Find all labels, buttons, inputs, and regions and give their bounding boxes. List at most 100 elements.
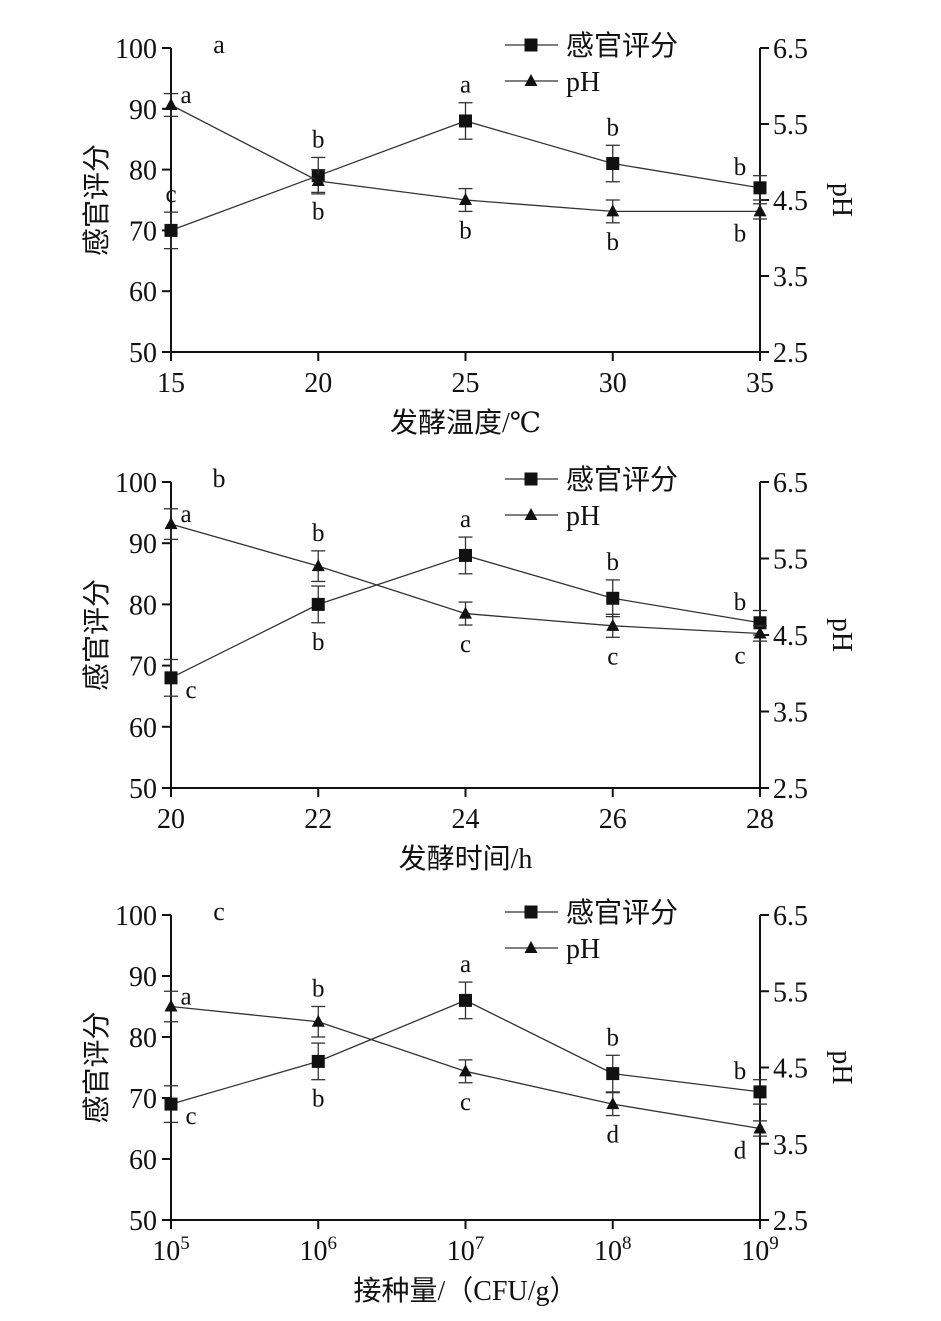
legend-label: 感官评分 xyxy=(566,897,678,929)
right-tick-label: 3.5 xyxy=(773,1130,808,1161)
legend-triangle-marker xyxy=(524,74,538,86)
data-point-square xyxy=(606,591,620,605)
data-point-square xyxy=(311,1054,325,1068)
significance-letter: b xyxy=(459,217,472,244)
right-tick-label: 5.5 xyxy=(773,110,808,141)
legend-triangle-marker xyxy=(524,941,538,953)
significance-letter: c xyxy=(185,677,196,704)
significance-letter: b xyxy=(734,1058,747,1085)
significance-letter: b xyxy=(607,229,620,256)
data-point-square xyxy=(459,548,472,562)
x-tick-base: 10 xyxy=(594,1236,622,1267)
significance-letter: b xyxy=(312,520,325,547)
right-tick-label: 4.5 xyxy=(773,1054,808,1085)
legend-triangle-marker xyxy=(524,508,538,520)
x-axis-title: 接种量/（CFU/g） xyxy=(353,1275,577,1307)
significance-letter: a xyxy=(180,501,191,528)
significance-letter: c xyxy=(734,642,745,669)
significance-letter: b xyxy=(312,1086,325,1113)
chart-panel-b: 50 60 70 80 90 100 2.5 3.5 4.5 5.5 6.5 20 22 24 26 28 发酵… xyxy=(81,464,857,875)
significance-letter: d xyxy=(607,1122,620,1149)
right-tick-label: 2.5 xyxy=(773,774,808,805)
right-tick-label: 3.5 xyxy=(773,698,808,729)
significance-letter: c xyxy=(165,181,176,208)
left-axis-title: 感官评分 xyxy=(81,1011,113,1123)
left-tick-label: 100 xyxy=(115,901,157,932)
x-tick-label: 108 xyxy=(594,1233,632,1267)
right-tick-label: 6.5 xyxy=(773,468,808,499)
left-tick-label: 50 xyxy=(129,774,157,805)
x-tick-label: 28 xyxy=(746,804,774,835)
x-tick-label: 22 xyxy=(304,804,332,835)
x-tick-exponent: 9 xyxy=(769,1233,779,1254)
left-tick-label: 50 xyxy=(129,338,157,369)
significance-letter: b xyxy=(607,1024,620,1051)
x-tick-label: 30 xyxy=(599,368,627,399)
series-ph: a b c d d xyxy=(164,976,767,1165)
right-tick-label: 2.5 xyxy=(773,338,808,369)
legend-square-marker xyxy=(524,472,538,486)
right-tick-label: 5.5 xyxy=(773,545,808,576)
x-tick-exponent: 7 xyxy=(475,1233,485,1254)
data-point-triangle xyxy=(606,618,620,631)
left-tick-label: 80 xyxy=(129,590,157,621)
right-axis-title: pH xyxy=(826,1050,857,1084)
data-point-triangle xyxy=(311,174,325,186)
left-axis-title: 感官评分 xyxy=(81,579,113,691)
significance-letter: a xyxy=(460,506,471,533)
significance-letter: b xyxy=(312,976,325,1003)
right-tick-label: 4.5 xyxy=(773,621,808,652)
x-tick-label: 26 xyxy=(599,804,627,835)
significance-letter: c xyxy=(460,1089,471,1116)
significance-letter: b xyxy=(734,154,747,181)
right-tick-label: 6.5 xyxy=(773,34,808,65)
data-point-triangle xyxy=(459,193,472,205)
x-axis-title: 发酵时间/h xyxy=(399,843,533,875)
left-tick-label: 80 xyxy=(129,156,157,187)
panel-letter: c xyxy=(213,897,225,926)
x-tick-exponent: 6 xyxy=(328,1233,338,1254)
x-axis-title: 发酵温度/℃ xyxy=(390,407,541,439)
data-point-triangle xyxy=(459,1064,472,1077)
left-tick-label: 80 xyxy=(129,1023,157,1054)
data-point-triangle xyxy=(606,1097,620,1110)
legend-label: pH xyxy=(566,501,600,532)
x-tick-label: 25 xyxy=(452,368,480,399)
right-tick-label: 2.5 xyxy=(773,1206,808,1237)
legend-label: pH xyxy=(566,934,600,965)
significance-letter: a xyxy=(180,82,191,109)
legend-label: 感官评分 xyxy=(566,30,678,62)
significance-letter: b xyxy=(312,126,325,153)
significance-letter: b xyxy=(312,629,325,656)
series-ph: abc c c xyxy=(164,501,767,670)
right-tick-label: 5.5 xyxy=(773,977,808,1008)
x-tick-label: 24 xyxy=(452,804,480,835)
left-axis-title: 感官评分 xyxy=(81,144,113,256)
data-point-triangle xyxy=(606,204,620,217)
left-tick-label: 60 xyxy=(129,277,157,308)
right-tick-label: 4.5 xyxy=(773,186,808,217)
significance-letter: d xyxy=(734,1138,747,1165)
significance-letter: c xyxy=(185,1103,196,1130)
x-tick-label: 15 xyxy=(157,368,185,399)
significance-letter: a xyxy=(460,72,471,99)
data-point-triangle xyxy=(753,1121,767,1134)
legend: 感官评分 pH xyxy=(505,464,678,532)
significance-letter: b xyxy=(734,220,747,247)
x-tick-label: 35 xyxy=(746,368,774,399)
right-tick-label: 3.5 xyxy=(773,262,808,293)
series-sensory: c b a b b xyxy=(164,72,767,250)
right-axis-title: pH xyxy=(826,183,857,217)
panel-letter: b xyxy=(213,464,226,493)
data-point-square xyxy=(164,1097,178,1111)
legend-label: pH xyxy=(566,67,600,98)
data-point-square xyxy=(459,993,472,1007)
x-tick-label: 107 xyxy=(447,1233,485,1267)
right-axis-title: pH xyxy=(826,618,857,652)
series-ph: a b b b b xyxy=(164,82,767,256)
legend: 感官评分 pH xyxy=(505,897,678,965)
left-tick-label: 50 xyxy=(129,1206,157,1237)
data-point-square xyxy=(753,181,767,195)
